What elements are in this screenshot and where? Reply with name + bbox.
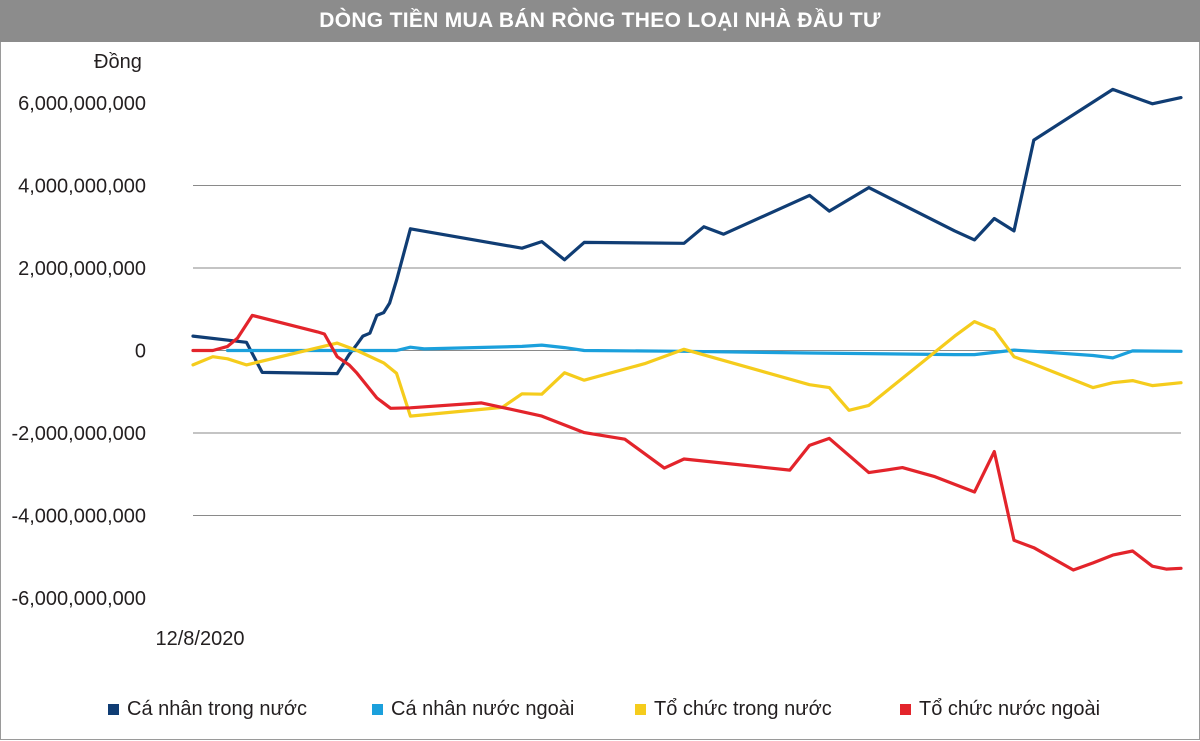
chart-legend: Cá nhân trong nước Cá nhân nước ngoài Tổ c…: [0, 698, 1200, 728]
y-tick-label: -6,000,000,000: [11, 588, 146, 610]
legend-swatch: [635, 704, 646, 715]
legend-item: Tổ chức nước ngoài: [900, 698, 1100, 721]
legend-swatch: [108, 704, 119, 715]
title-bar: DÒNG TIỀN MUA BÁN RÒNG THEO LOẠI NHÀ ĐẦU…: [0, 0, 1200, 42]
legend-swatch: [372, 704, 383, 715]
y-tick-label: 6,000,000,000: [18, 93, 146, 115]
legend-swatch: [900, 704, 911, 715]
y-tick-label: -4,000,000,000: [11, 506, 146, 528]
y-tick-label: 2,000,000,000: [18, 258, 146, 280]
y-tick-label: 4,000,000,000: [18, 176, 146, 198]
legend-label: Cá nhân nước ngoài: [391, 698, 575, 720]
legend-item: Cá nhân trong nước: [108, 698, 307, 721]
legend-item: Tổ chức trong nước: [635, 698, 832, 721]
series-line-4: [191, 313, 1183, 572]
legend-item: Cá nhân nước ngoài: [372, 698, 574, 721]
y-axis-unit-label: Đồng: [94, 51, 142, 73]
x-tick-label: 12/8/2020: [156, 628, 245, 650]
series-line-2: [226, 343, 1183, 360]
legend-label: Cá nhân trong nước: [127, 698, 307, 720]
legend-label: Tổ chức trong nước: [654, 698, 832, 720]
series-line-3: [191, 320, 1183, 418]
y-tick-label: -2,000,000,000: [11, 423, 146, 445]
legend-label: Tổ chức nước ngoài: [919, 698, 1101, 720]
chart-title: DÒNG TIỀN MUA BÁN RÒNG THEO LOẠI NHÀ ĐẦU…: [319, 9, 881, 32]
series-line-1: [191, 87, 1183, 376]
y-tick-label: 0: [135, 341, 146, 363]
